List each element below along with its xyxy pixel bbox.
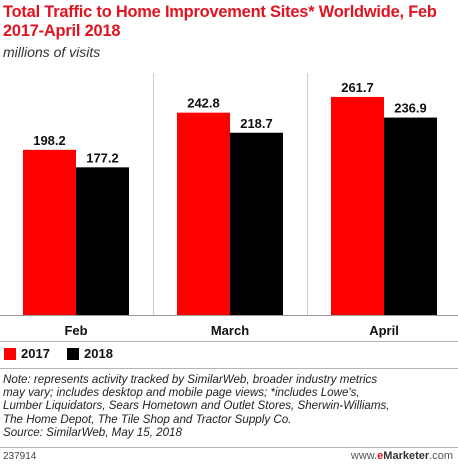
footer-divider xyxy=(0,447,458,448)
legend-swatch-2018 xyxy=(67,348,79,360)
value-label-2017-feb: 198.2 xyxy=(33,133,66,148)
value-label-2017-april: 261.7 xyxy=(341,80,374,95)
x-tick-label-april: April xyxy=(369,323,399,338)
note-divider xyxy=(0,368,458,369)
note-line-1: Note: represents activity tracked by Sim… xyxy=(3,373,378,386)
site-brand[interactable]: www.eMarketer.com xyxy=(351,450,453,462)
site-brand-name: Marketer xyxy=(383,450,430,462)
legend-swatch-2017 xyxy=(4,348,16,360)
site-e: e xyxy=(377,450,384,462)
note-source: Source: SimilarWeb, May 15, 2018 xyxy=(3,425,182,439)
note-line-2: may vary; includes desktop and mobile pa… xyxy=(3,386,360,400)
note-line-4: The Home Depot, The Tile Shop and Tracto… xyxy=(3,412,292,426)
value-label-2018-feb: 177.2 xyxy=(86,150,119,165)
legend-label-2017: 2017 xyxy=(21,346,50,361)
bar-2018-april xyxy=(384,117,437,315)
bar-2018-march xyxy=(230,132,283,315)
value-label-2017-march: 242.8 xyxy=(187,96,220,111)
note-line-3: Lumber Liquidators, Sears Hometown and O… xyxy=(3,399,390,413)
bar-2017-feb xyxy=(23,149,76,315)
chart-note: Note: represents activity tracked by Sim… xyxy=(3,373,455,439)
chart-subtitle: millions of visits xyxy=(3,44,101,60)
bar-2017-april xyxy=(331,96,384,316)
x-tick-label-march: March xyxy=(211,323,249,338)
value-label-2018-march: 218.7 xyxy=(240,116,273,131)
chart-title: Total Traffic to Home Improvement Sites*… xyxy=(3,3,437,40)
site-suffix: .com xyxy=(429,450,453,462)
bar-chart: 198.2 177.2 Feb 242.8 218.7 March 261.7 236.9 Ap… xyxy=(0,73,458,338)
legend-divider-top xyxy=(0,341,458,342)
site-prefix: www. xyxy=(350,450,378,462)
legend-label-2018: 2018 xyxy=(84,346,113,361)
bar-2017-march xyxy=(177,112,230,316)
bar-2018-feb xyxy=(76,167,129,315)
chart-id: 237914 xyxy=(3,451,37,462)
x-tick-label-feb: Feb xyxy=(64,323,87,338)
value-label-2018-april: 236.9 xyxy=(394,101,427,116)
